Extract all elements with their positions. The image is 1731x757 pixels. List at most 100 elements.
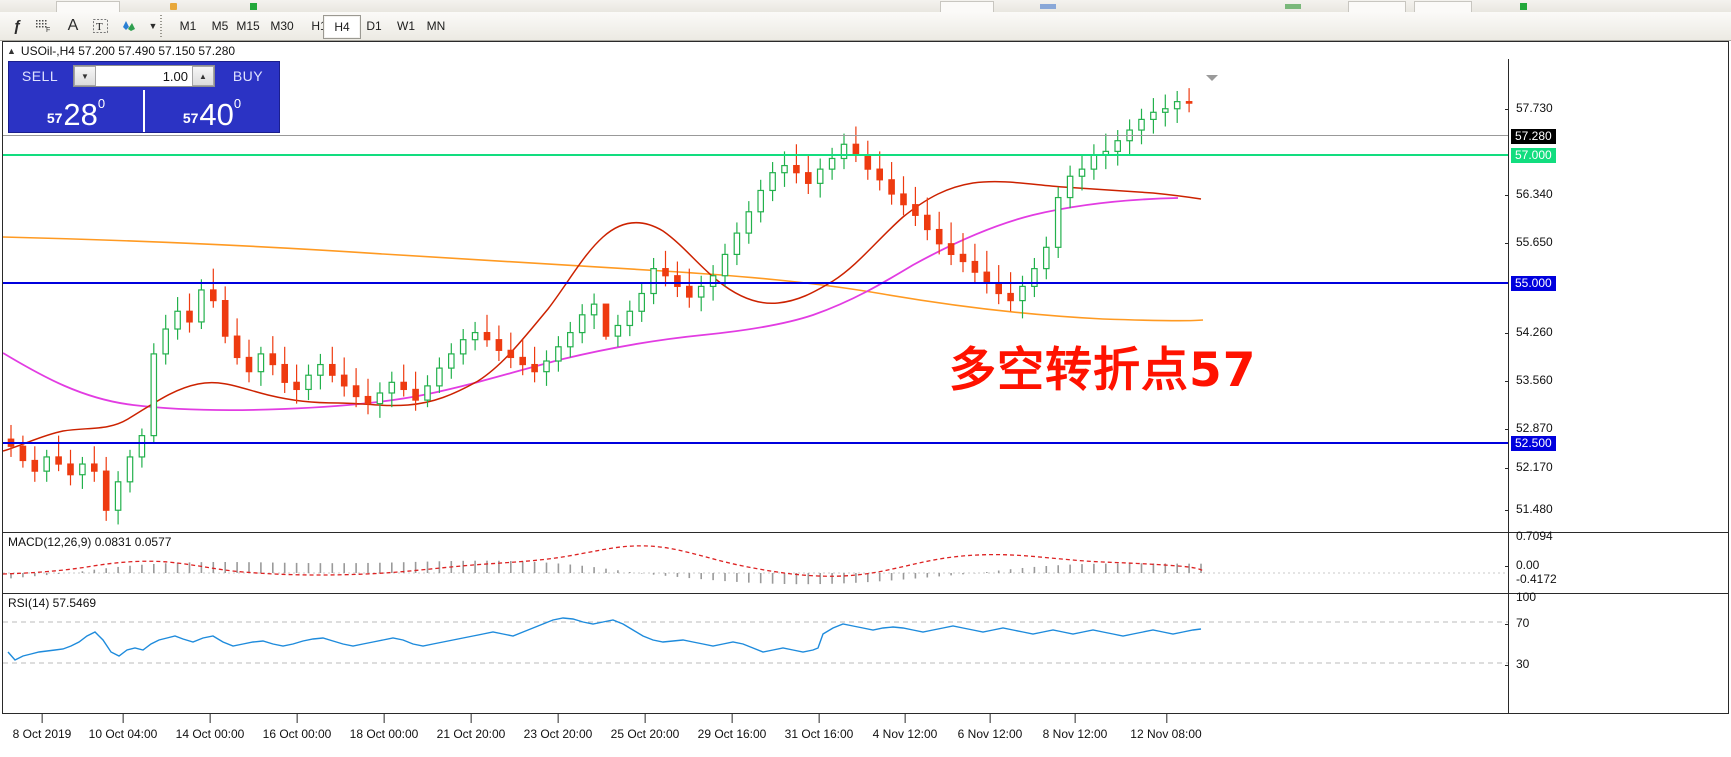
candle-body bbox=[459, 339, 467, 355]
candle-body bbox=[1078, 168, 1086, 177]
folder-icon[interactable] bbox=[170, 3, 177, 10]
sell-button[interactable]: SELL bbox=[21, 68, 59, 84]
candle-body bbox=[1173, 101, 1181, 110]
time-axis[interactable]: 8 Oct 2019 10 Oct 04:00 14 Oct 00:00 16 Oct… bbox=[2, 713, 1729, 755]
candle-body bbox=[674, 275, 681, 287]
level-badge-57[interactable]: 57.000 bbox=[1511, 148, 1556, 163]
candle-body bbox=[352, 385, 360, 398]
timeframe-d1[interactable]: D1 bbox=[366, 19, 382, 33]
chevron-down-icon[interactable]: ▼ bbox=[148, 21, 158, 31]
timeframe-h1[interactable]: H1 bbox=[311, 19, 327, 33]
buy-price-major: 40 bbox=[199, 97, 234, 132]
candle-body bbox=[519, 356, 527, 366]
sell-price[interactable]: 57 28 0 bbox=[9, 90, 143, 132]
candle-body bbox=[43, 456, 51, 472]
time-axis-tick: 21 Oct 20:00 bbox=[437, 714, 505, 741]
price-plot bbox=[3, 59, 1508, 528]
rsi-label: RSI(14) 57.5469 bbox=[8, 596, 101, 610]
candle-body bbox=[888, 179, 895, 195]
candle-body bbox=[31, 459, 39, 472]
buy-price[interactable]: 57 40 0 bbox=[143, 90, 279, 132]
candle-body bbox=[900, 193, 907, 206]
candle-body bbox=[638, 292, 646, 312]
candle-body bbox=[733, 232, 741, 256]
candle-body bbox=[1114, 140, 1122, 152]
rsi-svg bbox=[3, 617, 1508, 664]
candle-body bbox=[186, 310, 193, 323]
candle-body bbox=[388, 381, 396, 394]
candle-body bbox=[329, 363, 336, 376]
timeframe-mn[interactable]: MN bbox=[426, 19, 446, 33]
candle-body bbox=[721, 253, 729, 277]
timeframe-m1[interactable]: M1 bbox=[179, 19, 197, 33]
chart-shift-marker-icon[interactable] bbox=[1206, 75, 1218, 81]
timeframe-m15[interactable]: M15 bbox=[236, 19, 260, 33]
green-square-icon[interactable] bbox=[1520, 3, 1527, 10]
svg-text:T: T bbox=[96, 21, 103, 33]
macd-pane[interactable]: MACD(12,26,9) 0.0831 0.0577 bbox=[3, 532, 1508, 593]
rsi-pane[interactable]: RSI(14) 57.5469 bbox=[3, 593, 1508, 690]
candle-body bbox=[174, 310, 181, 330]
timeframe-w1[interactable]: W1 bbox=[397, 19, 415, 33]
trade-panel-top-row[interactable]: SELL ▼ 1.00 ▲ BUY bbox=[9, 62, 279, 90]
candle-body bbox=[804, 172, 812, 184]
buy-button[interactable]: BUY bbox=[232, 68, 264, 84]
candle-body bbox=[138, 435, 146, 458]
svg-text:F: F bbox=[46, 27, 50, 33]
candle-body bbox=[1031, 268, 1038, 287]
one-click-trading-panel[interactable]: SELL ▼ 1.00 ▲ BUY 57 28 0 57 40 0 bbox=[8, 61, 280, 133]
indicator-list-glyph: F bbox=[36, 20, 50, 33]
symbol-info-bar: ▲ USOil-,H4 57.200 57.490 57.150 57.280 bbox=[7, 44, 235, 58]
candle-body bbox=[162, 328, 170, 355]
candle-body bbox=[697, 285, 705, 298]
collapse-caret-icon[interactable]: ▲ bbox=[7, 45, 16, 56]
volume-decrement-icon[interactable]: ▼ bbox=[74, 66, 96, 86]
candle-body bbox=[114, 481, 122, 511]
blue-bar-icon[interactable] bbox=[1040, 4, 1056, 9]
candle-body bbox=[436, 367, 443, 387]
candle-body bbox=[947, 243, 955, 256]
sell-price-integer: 57 bbox=[46, 110, 63, 126]
candle-body bbox=[566, 331, 574, 348]
text-label-icon[interactable]: T bbox=[88, 15, 114, 37]
drawing-tools-icon[interactable] bbox=[116, 15, 142, 37]
text-tool-icon[interactable]: A bbox=[67, 17, 79, 34]
expert-advisors-icon[interactable]: ƒ bbox=[12, 17, 22, 35]
candle-body bbox=[340, 374, 348, 387]
indicator-list-icon[interactable]: F bbox=[30, 15, 56, 37]
level-badge-52-5[interactable]: 52.500 bbox=[1511, 436, 1556, 451]
candle-body bbox=[257, 353, 265, 373]
candle-body bbox=[79, 463, 86, 476]
candle-body bbox=[126, 456, 134, 483]
timeframe-m5[interactable]: M5 bbox=[211, 19, 229, 33]
price-pane[interactable]: 多空转折点57 bbox=[3, 59, 1508, 528]
chart-toolbar[interactable]: ƒ F A T ▼ M1 M5 M15 M30 H1 H4 bbox=[0, 12, 1731, 41]
green-square-icon[interactable] bbox=[250, 3, 257, 10]
volume-input[interactable]: 1.00 bbox=[96, 66, 192, 86]
candle-body bbox=[876, 168, 884, 181]
chart-window[interactable]: ▲ USOil-,H4 57.200 57.490 57.150 57.280 … bbox=[2, 41, 1729, 755]
time-axis-tick-mark bbox=[42, 714, 43, 723]
level-badge-55[interactable]: 55.000 bbox=[1511, 276, 1556, 291]
macd-plot bbox=[3, 533, 1508, 593]
price-scale[interactable]: 57.730 56.340 55.650 54.260 53.560 52.87… bbox=[1505, 59, 1729, 755]
candle-body bbox=[1019, 285, 1026, 302]
time-axis-tick: 4 Nov 12:00 bbox=[873, 714, 937, 741]
sell-price-major: 28 bbox=[63, 97, 98, 132]
time-axis-tick: 16 Oct 00:00 bbox=[263, 714, 331, 741]
candle-body bbox=[685, 285, 693, 298]
candle-body bbox=[816, 168, 824, 184]
macd-signal-line bbox=[3, 545, 1204, 577]
candle-body bbox=[376, 392, 384, 405]
trade-panel-prices[interactable]: 57 28 0 57 40 0 bbox=[9, 90, 279, 132]
candle-body bbox=[471, 331, 479, 341]
green-bar-icon[interactable] bbox=[1285, 4, 1301, 9]
volume-increment-icon[interactable]: ▲ bbox=[192, 66, 214, 86]
timeframe-h4[interactable]: H4 bbox=[323, 15, 361, 39]
timeframe-m30[interactable]: M30 bbox=[270, 19, 294, 33]
text-label-glyph: T bbox=[93, 19, 108, 33]
scale-separator bbox=[1509, 532, 1729, 533]
volume-stepper[interactable]: ▼ 1.00 ▲ bbox=[73, 65, 215, 87]
time-axis-tick: 25 Oct 20:00 bbox=[611, 714, 679, 741]
candle-body bbox=[531, 363, 538, 373]
